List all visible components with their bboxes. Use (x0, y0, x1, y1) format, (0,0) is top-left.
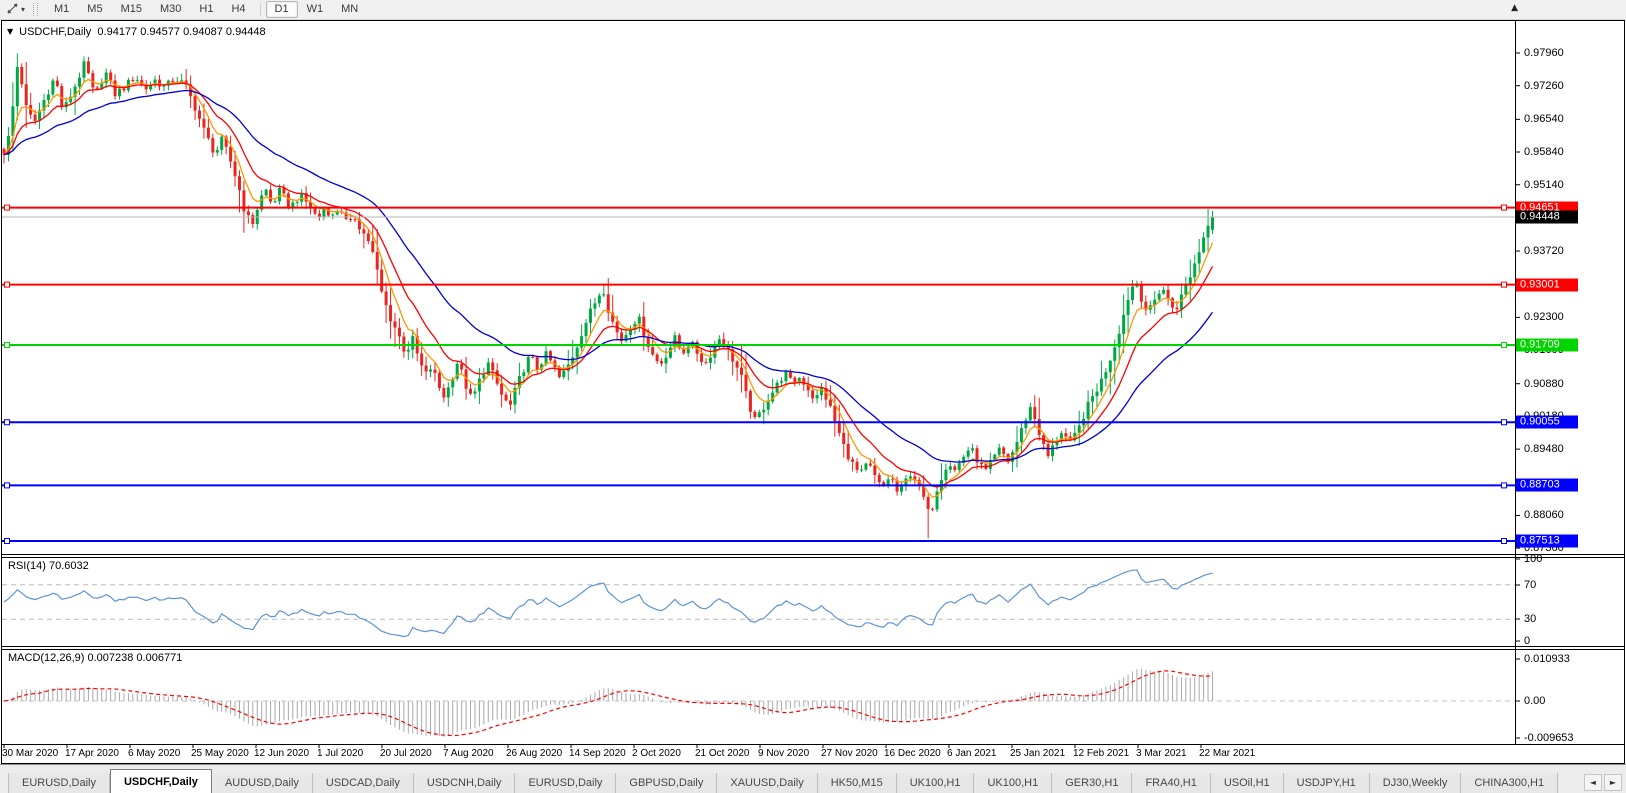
line-price-label: 0.91709 (1516, 338, 1578, 352)
rsi-tick-label: 70 (1524, 579, 1537, 591)
chart-tab-uk100-h1[interactable]: UK100,H1 (974, 773, 1053, 793)
chart-tab-bar: EURUSD,Daily USDCHF,Daily AUDUSD,Daily USDC… (0, 764, 1626, 793)
chart-tab-usdchf-daily[interactable]: USDCHF,Daily (109, 769, 212, 793)
date-label: 3 Mar 2021 (1136, 748, 1187, 759)
line-price-label: 0.87513 (1516, 534, 1578, 548)
chart-tab-usoil-h1[interactable]: USOil,H1 (1210, 773, 1284, 793)
date-label: 25 Jan 2021 (1010, 748, 1066, 759)
timeframe-m30-button[interactable]: M30 (159, 3, 182, 15)
rsi-label: RSI(14) 70.6032 (8, 560, 89, 572)
price-tick-label: 0.90880 (1524, 377, 1564, 390)
toolbar-separator (259, 3, 261, 16)
macd-tick-label: 0.00 (1524, 695, 1546, 707)
price-tick-label: 0.97260 (1524, 79, 1564, 92)
timeframe-m5-button[interactable]: M5 (87, 3, 103, 15)
price-tick-label: 0.92300 (1524, 311, 1564, 324)
timeframe-m15-button[interactable]: M15 (120, 3, 142, 15)
timeframe-w1-button[interactable]: W1 (306, 3, 324, 15)
chart-tab-gbpusd-daily[interactable]: GBPUSD,Daily (616, 773, 718, 793)
date-label: 6 May 2020 (128, 748, 181, 759)
toolbar: ▾ M1 M5 M15 M30 H1 H4 D1 W1 MN ▲ (0, 0, 1626, 20)
date-label: 6 Jan 2021 (947, 748, 997, 759)
date-label: 26 Aug 2020 (506, 748, 563, 759)
chart-tab-fra40-h1[interactable]: FRA40,H1 (1132, 773, 1211, 793)
date-label: 1 Jul 2020 (317, 748, 364, 759)
ohlc-open: 0.94177 (97, 26, 138, 38)
tab-scroll-arrows: ◄ ► (1582, 770, 1622, 793)
rsi-tick-label: 0 (1524, 635, 1531, 647)
tab-scroll-right-button[interactable]: ► (1603, 773, 1622, 791)
chart-tab-dj30-weekly[interactable]: DJ30,Weekly (1369, 773, 1462, 793)
rsi-tick-label: 30 (1524, 613, 1537, 625)
macd-tick-label: 0.010933 (1524, 653, 1570, 665)
ohlc-high: 0.94577 (140, 26, 180, 38)
symbol-dropdown-icon[interactable]: ▼ (7, 27, 14, 36)
chart-tab-audusd-daily[interactable]: AUDUSD,Daily (211, 773, 313, 793)
rsi-tick-label: 100 (1524, 553, 1543, 565)
price-tick-label: 0.97960 (1524, 47, 1564, 59)
price-tick-label: 0.89480 (1524, 443, 1564, 456)
macd-tick-label: -0.009653 (1524, 732, 1574, 744)
timeframe-m1-button[interactable]: M1 (54, 3, 70, 15)
chevron-down-icon[interactable]: ▾ (21, 5, 26, 14)
line-price-label: 0.93001 (1516, 278, 1578, 292)
ohlc-close: 0.94448 (225, 26, 266, 38)
date-label: 16 Dec 2020 (884, 748, 941, 759)
line-price-label: 0.94448 (1516, 210, 1578, 224)
chart-canvas[interactable] (0, 0, 1626, 764)
timeframe-toolbar: M1 M5 M15 M30 H1 H4 D1 W1 MN (45, 1, 367, 18)
date-label: 2 Oct 2020 (632, 748, 681, 759)
chart-tab-uk100-h1[interactable]: UK100,H1 (896, 773, 975, 793)
chart-tab-xauusd-daily[interactable]: XAUUSD,Daily (717, 773, 818, 793)
date-label: 12 Feb 2021 (1073, 748, 1130, 759)
chart-tab-usdcad-daily[interactable]: USDCAD,Daily (312, 773, 414, 793)
rsi-value: 70.6032 (48, 560, 89, 572)
chart-tab-hk50-m15[interactable]: HK50,M15 (817, 773, 897, 793)
line-price-label: 0.88703 (1516, 478, 1578, 492)
crosshair-tool-button[interactable]: ▾ (4, 1, 27, 19)
line-price-label: 0.90055 (1516, 415, 1578, 429)
chart-tab-eurusd-daily[interactable]: EURUSD,Daily (515, 773, 617, 793)
date-label: 30 Mar 2020 (2, 748, 59, 759)
macd-label: MACD(12,26,9) 0.007238 0.006771 (8, 652, 183, 664)
date-label: 17 Apr 2020 (65, 748, 119, 759)
tab-scroll-left-button[interactable]: ◄ (1583, 773, 1602, 791)
price-tick-label: 0.93720 (1524, 245, 1564, 258)
macd-values: 0.007238 0.006771 (87, 652, 183, 664)
timeframe-d1-button[interactable]: D1 (265, 1, 298, 18)
chart-tab-ger30-h1[interactable]: GER30,H1 (1052, 773, 1133, 793)
timeframe-h1-button[interactable]: H1 (199, 3, 214, 15)
date-label: 21 Oct 2020 (695, 748, 750, 759)
toolbar-overflow-arrow[interactable]: ▲ (1511, 3, 1518, 13)
date-label: 25 May 2020 (191, 748, 249, 759)
date-label: 9 Nov 2020 (758, 748, 810, 759)
price-tick-label: 0.95140 (1524, 178, 1564, 191)
crosshair-tool-icon (6, 2, 19, 18)
price-tick-label: 0.96540 (1524, 113, 1564, 126)
chart-tab-usdcnh-daily[interactable]: USDCNH,Daily (413, 773, 516, 793)
chart-tab-eurusd-daily[interactable]: EURUSD,Daily (8, 773, 110, 793)
chart-tab-china300-h1[interactable]: CHINA300,H1 (1461, 773, 1559, 793)
timeframe-mn-button[interactable]: MN (341, 3, 359, 15)
price-tick-label: 0.95840 (1524, 146, 1564, 159)
toolbar-grip (33, 3, 39, 16)
chart-symbol-period: USDCHF,Daily (19, 26, 92, 38)
date-label: 27 Nov 2020 (821, 748, 878, 759)
ohlc-low: 0.94087 (183, 26, 223, 38)
date-label: 22 Mar 2021 (1199, 748, 1256, 759)
price-tick-label: 0.88060 (1524, 509, 1564, 522)
date-label: 14 Sep 2020 (569, 748, 626, 759)
date-label: 12 Jun 2020 (254, 748, 310, 759)
chart-title: ▼ USDCHF,Daily 0.94177 0.94577 0.94087 0.… (7, 26, 266, 38)
date-label: 20 Jul 2020 (380, 748, 432, 759)
chart-tab-usdjpy-h1[interactable]: USDJPY,H1 (1283, 773, 1370, 793)
date-label: 7 Aug 2020 (443, 748, 494, 759)
timeframe-h4-button[interactable]: H4 (231, 3, 246, 15)
